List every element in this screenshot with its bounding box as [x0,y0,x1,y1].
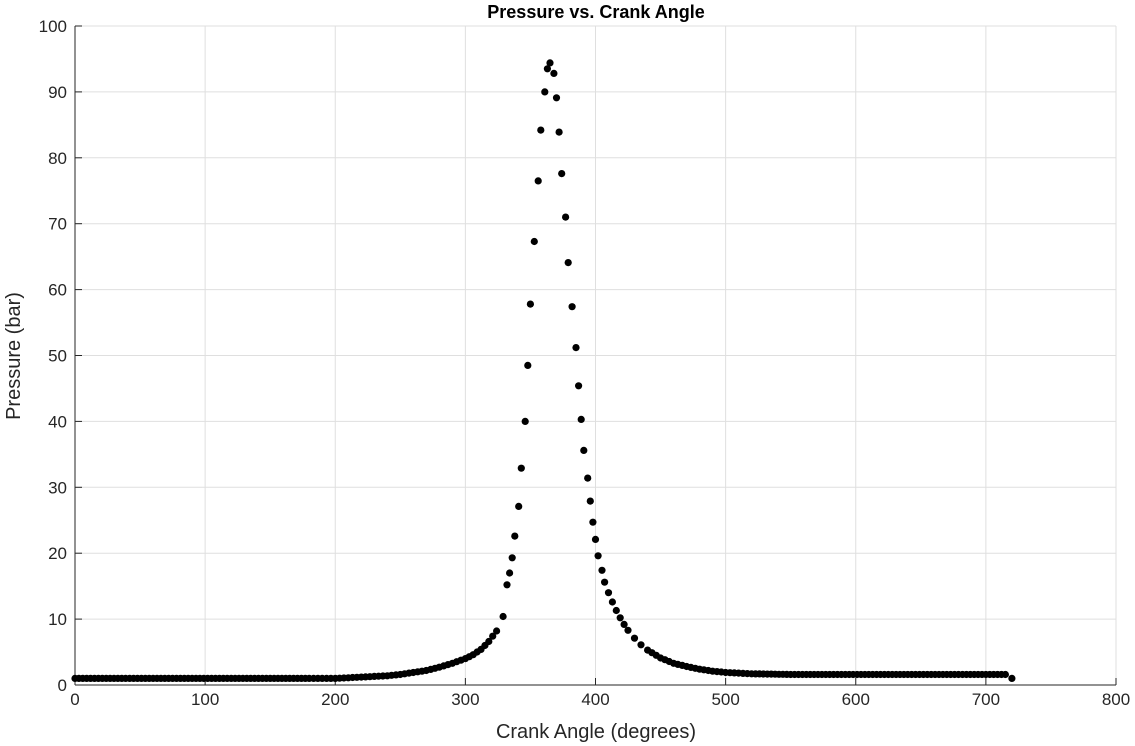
data-point [589,518,597,526]
data-point [637,641,645,649]
data-point [577,415,585,423]
y-tick-label: 50 [48,347,67,366]
data-point [572,344,580,352]
y-tick-label: 90 [48,83,67,102]
data-point [541,88,549,96]
data-point [568,303,576,311]
data-point [624,626,632,634]
y-tick-label: 70 [48,215,67,234]
data-point [564,259,572,267]
x-tick-label: 200 [321,690,349,709]
chart-title: Pressure vs. Crank Angle [487,2,704,22]
data-point [616,614,624,622]
x-tick-label: 500 [711,690,739,709]
x-tick-label: 300 [451,690,479,709]
data-point [543,65,552,73]
y-tick-label: 30 [48,478,67,497]
data-point [601,578,609,586]
data-point [1001,670,1010,679]
data-point [584,474,592,482]
y-tick-label: 100 [39,17,67,36]
grid [74,25,1117,686]
data-point [534,177,542,185]
y-tick-label: 10 [48,610,67,629]
data-point [552,94,561,102]
data-point [530,237,538,246]
data-point [489,632,497,640]
x-tick-labels: 0 100 200 300 400 500 600 700 800 [70,690,1130,709]
data-point [555,128,563,136]
y-tick-label: 0 [58,676,67,695]
x-tick-label: 400 [581,690,609,709]
data-point [515,502,523,510]
data-point [546,59,554,67]
data-point [508,554,516,562]
data-point [575,382,583,390]
data-point [562,213,570,221]
y-tick-label: 60 [48,281,67,300]
data-point [591,535,600,544]
data-points [71,59,1016,683]
x-tick-label: 0 [70,690,79,709]
data-point [499,612,507,621]
y-tick-label: 40 [48,412,67,431]
x-tick-label: 700 [972,690,1000,709]
x-tick-label: 600 [842,690,870,709]
data-point [608,598,617,606]
data-point [493,627,501,635]
data-point [521,417,529,425]
data-point [1008,674,1016,683]
data-point [604,589,613,597]
y-tick-label: 20 [48,544,67,563]
y-tick-labels: 0 10 20 30 40 50 60 70 80 90 100 [39,17,67,695]
data-point [620,620,628,629]
data-point [598,566,606,574]
x-tick-label: 100 [191,690,219,709]
data-point [506,569,514,577]
data-point [594,552,602,560]
data-point [630,634,639,642]
data-point [503,581,511,589]
data-point [511,532,519,540]
data-point [612,606,620,615]
x-tick-label: 800 [1102,690,1130,709]
data-point [558,170,566,178]
data-point [526,300,535,308]
data-point [524,361,532,369]
x-axis-label: Crank Angle (degrees) [496,721,696,743]
y-axis-label: Pressure (bar) [3,292,25,420]
y-tick-label: 80 [48,149,67,168]
data-point [586,497,594,505]
data-point [485,637,493,646]
data-point [580,446,588,454]
data-point [550,69,558,77]
data-point [517,464,525,472]
data-point [537,126,545,134]
